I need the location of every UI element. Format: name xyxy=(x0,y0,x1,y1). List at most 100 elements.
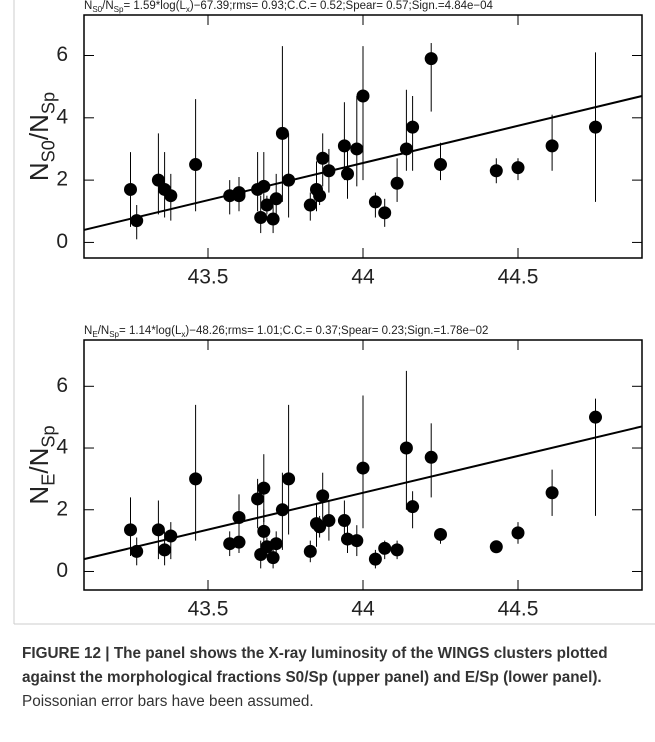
point xyxy=(399,142,413,156)
annotation-part: Sp xyxy=(114,5,124,14)
point xyxy=(356,89,370,103)
annotation: NS0/NSp= 1.59*log(Lx)−67.39;rms= 0.93;C.… xyxy=(84,0,494,14)
annotation-part: )−67.39;rms= 0.93;C.C.= 0.52;Spear= 0.57… xyxy=(190,0,494,12)
point xyxy=(356,461,370,475)
point xyxy=(337,139,351,153)
point xyxy=(368,195,382,209)
x-tick-label: 43.5 xyxy=(188,266,229,289)
point xyxy=(269,192,283,206)
point xyxy=(434,527,447,541)
point xyxy=(589,120,602,134)
x-tick-label: 44.5 xyxy=(498,598,539,621)
point xyxy=(164,189,178,203)
point xyxy=(124,182,137,196)
point xyxy=(151,173,165,187)
chart: NS0/NSp= 1.59*log(Lx)−67.39;rms= 0.93;C.… xyxy=(13,0,655,658)
point xyxy=(275,126,289,140)
point xyxy=(511,526,525,540)
point xyxy=(130,214,144,228)
point xyxy=(130,544,144,558)
point xyxy=(316,489,330,503)
annotation-part: N xyxy=(84,0,92,12)
point xyxy=(282,472,296,486)
y-axis-label-part: S0 xyxy=(39,140,59,162)
y-axis-label: NE/NSp xyxy=(24,425,59,504)
point xyxy=(303,544,317,558)
x-tick-label: 44.5 xyxy=(498,266,539,289)
point xyxy=(337,514,351,528)
y-axis-label-part: Sp xyxy=(39,425,59,447)
point xyxy=(266,551,280,565)
caption: FIGURE 12 | The panel shows the X-ray lu… xyxy=(22,642,650,714)
x-axis-label: log(LX) [erg/s] xyxy=(293,629,488,630)
point xyxy=(390,543,404,557)
caption-text: Poissonian error bars have been assumed. xyxy=(22,693,314,710)
annotation-part: x xyxy=(181,330,185,339)
y-tick-label: 0 xyxy=(56,559,68,582)
point xyxy=(232,535,246,549)
annotation-part: N xyxy=(84,325,92,337)
x-tick-label: 43.5 xyxy=(188,598,229,621)
point xyxy=(257,481,271,495)
y-axis-label-part: /N xyxy=(24,114,54,140)
point xyxy=(341,167,354,181)
point xyxy=(511,161,525,175)
point xyxy=(282,173,296,187)
point xyxy=(368,552,382,566)
point xyxy=(269,537,283,551)
point xyxy=(124,523,137,537)
point xyxy=(350,142,364,156)
x-axis-label-part: ) [erg/s] xyxy=(368,629,487,630)
point xyxy=(399,441,413,455)
y-tick-label: 4 xyxy=(56,105,68,128)
annotation-part: S0 xyxy=(92,5,102,14)
point xyxy=(257,524,271,538)
y-axis-label-part: /N xyxy=(24,448,54,474)
y-tick-label: 0 xyxy=(56,230,68,253)
x-tick-label: 44 xyxy=(351,266,375,289)
y-tick-label: 2 xyxy=(56,497,68,520)
annotation-part: /N xyxy=(102,0,114,12)
point xyxy=(545,486,559,500)
point xyxy=(390,176,404,190)
y-tick-label: 4 xyxy=(56,436,68,459)
point xyxy=(350,534,364,548)
annotation-part: x xyxy=(186,5,190,14)
y-axis-label: NS0/NSp xyxy=(24,92,59,181)
point xyxy=(545,139,559,153)
point xyxy=(189,472,203,486)
point xyxy=(260,198,274,212)
point xyxy=(266,212,280,226)
point xyxy=(406,120,420,134)
annotation-part: /N xyxy=(98,325,110,337)
y-axis-label-part: Sp xyxy=(39,92,59,114)
point xyxy=(257,179,271,193)
point xyxy=(232,189,246,203)
point xyxy=(254,211,268,224)
point xyxy=(406,500,420,514)
y-axis-label-part: N xyxy=(24,486,54,505)
point xyxy=(232,510,246,524)
point xyxy=(251,492,265,506)
y-axis-label-part: N xyxy=(24,162,54,181)
y-tick-label: 2 xyxy=(56,168,68,191)
point xyxy=(322,164,336,178)
point xyxy=(164,529,178,543)
point xyxy=(313,189,327,203)
point xyxy=(489,540,503,554)
point xyxy=(489,164,503,178)
point xyxy=(589,410,602,424)
point xyxy=(424,450,438,464)
point xyxy=(189,158,203,172)
x-axis-label-part: log(L xyxy=(293,629,359,630)
point xyxy=(424,52,438,66)
point xyxy=(151,523,165,537)
point xyxy=(378,206,392,220)
annotation-part: = 1.59*log(L xyxy=(124,0,187,12)
annotation-part: E xyxy=(92,330,98,339)
x-tick-label: 44 xyxy=(351,598,375,621)
point xyxy=(434,158,447,172)
caption-bold: FIGURE 12 | The panel shows the X-ray lu… xyxy=(22,645,608,686)
point xyxy=(158,543,172,557)
